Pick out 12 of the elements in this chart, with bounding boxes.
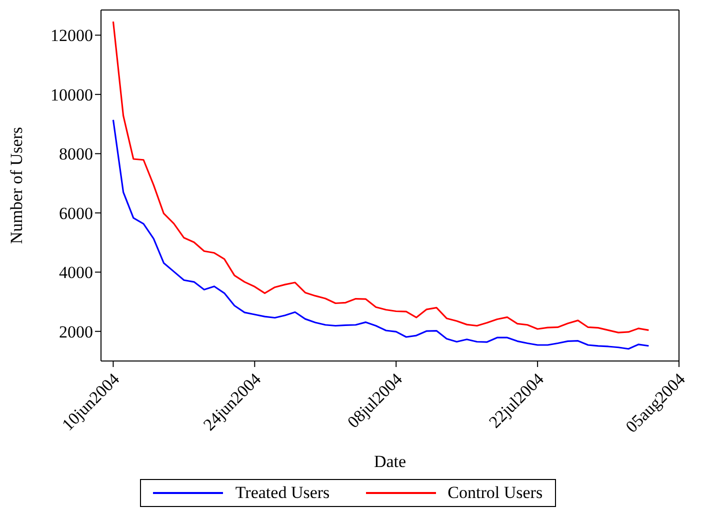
line-series xyxy=(112,119,650,350)
legend-label: Treated Users xyxy=(235,483,330,503)
y-tick-label: 10000 xyxy=(50,85,93,104)
x-axis-title: Date xyxy=(374,452,406,471)
legend-label: Control Users xyxy=(448,483,543,503)
y-tick-label: 12000 xyxy=(50,26,93,46)
y-tick-label: 4000 xyxy=(59,263,93,282)
y-tick-label: 8000 xyxy=(59,144,93,164)
line-series xyxy=(112,20,650,334)
y-tick-label: 2000 xyxy=(59,322,93,342)
y-tick-label: 6000 xyxy=(59,204,93,223)
y-axis-title: Number of Users xyxy=(7,126,26,244)
